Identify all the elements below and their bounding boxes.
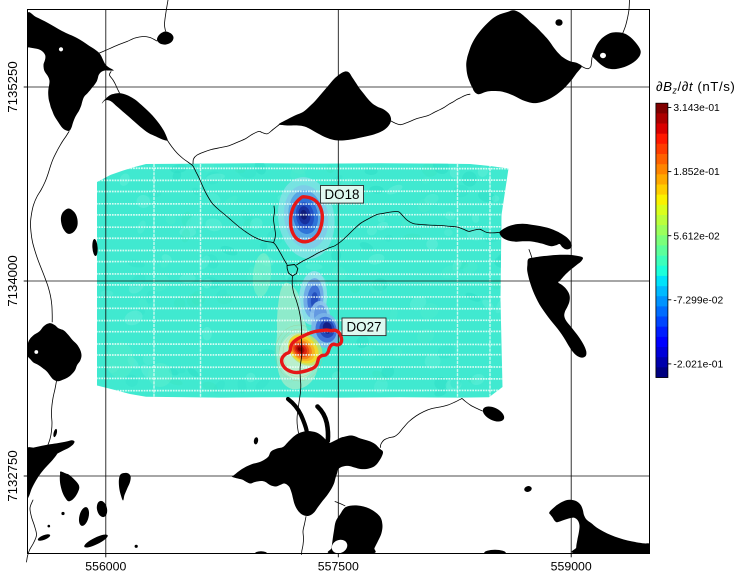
svg-text:7132750: 7132750	[5, 450, 20, 501]
svg-text:-7.299e-02: -7.299e-02	[673, 295, 723, 306]
svg-text:3.143e-01: 3.143e-01	[673, 103, 720, 114]
svg-text:DO18: DO18	[325, 187, 360, 202]
svg-text:1.852e-01: 1.852e-01	[673, 167, 720, 178]
svg-text:559000: 559000	[551, 560, 592, 574]
svg-text:556000: 556000	[85, 560, 126, 574]
svg-text:557500: 557500	[318, 560, 359, 574]
svg-text:7135250: 7135250	[5, 61, 20, 112]
svg-text:7134000: 7134000	[5, 255, 20, 306]
svg-text:∂Bz/∂t (nT/s): ∂Bz/∂t (nT/s)	[656, 79, 735, 96]
svg-text:-2.021e-01: -2.021e-01	[673, 360, 723, 371]
svg-text:DO27: DO27	[347, 320, 382, 335]
svg-text:5.612e-02: 5.612e-02	[673, 231, 720, 242]
